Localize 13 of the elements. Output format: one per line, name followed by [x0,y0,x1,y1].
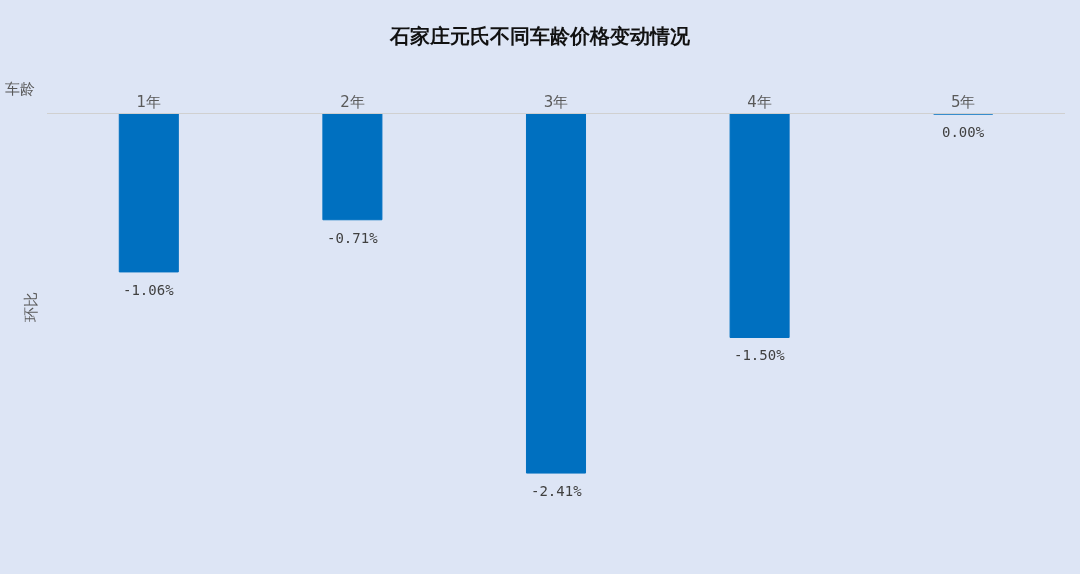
data-label: -2.41% [531,483,583,499]
y-axis-title: 环比 [22,292,41,322]
x-tick-label: 1年 [136,93,162,111]
x-tick-label: 4年 [747,93,772,111]
x-tick-label: 5年 [950,93,976,111]
chart-title: 石家庄元氏不同车龄价格变动情况 [389,23,691,48]
data-label: -1.50% [734,347,786,363]
data-label: 0.00% [942,124,985,140]
data-label: -1.06% [123,282,175,298]
x-axis-title: 车龄 [5,80,35,98]
x-tick-label: 3年 [543,93,569,111]
data-label: -0.71% [327,230,379,246]
x-tick-label: 2年 [340,93,365,111]
